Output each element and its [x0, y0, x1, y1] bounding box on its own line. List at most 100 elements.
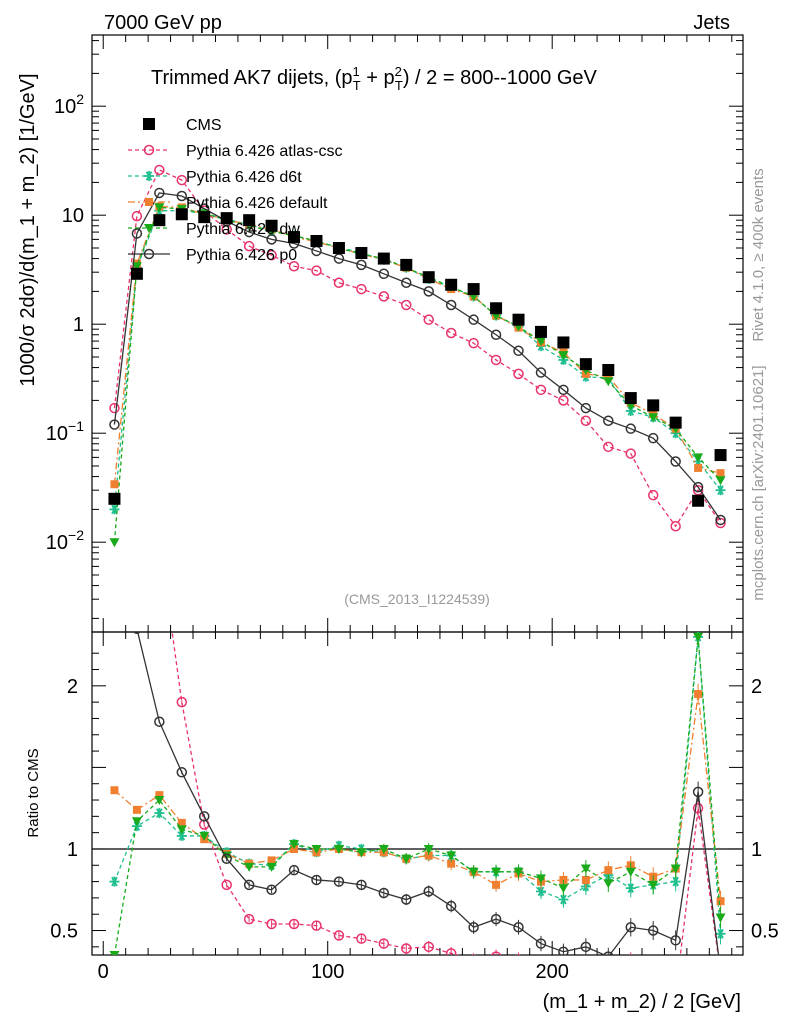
marker-square — [310, 234, 323, 247]
marker-circle — [445, 299, 457, 311]
data-point-p0 — [288, 864, 300, 876]
marker-square-small — [110, 786, 119, 795]
marker-circle — [243, 879, 255, 891]
data-point-default — [447, 859, 456, 868]
marker-circle — [154, 164, 165, 176]
legend-label: Pythia 6.426 default — [186, 195, 328, 212]
data-point-atlas_csc — [490, 354, 502, 366]
legend-entry-p0: Pythia 6.426 p0 — [128, 247, 297, 264]
data-point-dw — [154, 796, 165, 806]
data-point-p0 — [535, 367, 547, 378]
marker-circle — [716, 968, 725, 977]
marker-circle — [109, 419, 120, 430]
series-p0 — [109, 187, 726, 526]
title-sup-1: 1 — [353, 64, 360, 79]
marker-circle — [692, 802, 704, 814]
data-point-cms — [714, 449, 727, 462]
series-line-atlas_csc — [171, 632, 719, 955]
legend: CMS Pythia 6.426 atlas-csc Pythia 6.426 d6… — [128, 117, 343, 264]
marker-circle — [516, 954, 521, 955]
data-point-p0 — [221, 853, 232, 865]
data-point-p0 — [625, 423, 637, 434]
marker-triangle — [693, 632, 704, 642]
marker-square-small — [155, 791, 164, 800]
data-point-atlas_csc — [580, 415, 592, 427]
data-point-d6t — [625, 405, 636, 416]
data-point-p0 — [109, 419, 120, 430]
legend-label: Pythia 6.426 d6t — [186, 169, 302, 186]
data-point-dw — [131, 262, 142, 272]
x-tick-label: 0 — [98, 961, 109, 983]
marker-square-small — [267, 856, 276, 865]
data-point-default — [716, 469, 725, 478]
series-dw — [109, 632, 726, 955]
data-point-cms — [647, 399, 660, 412]
marker-circle — [603, 441, 614, 453]
marker-circle — [647, 432, 659, 444]
data-point-atlas_csc — [311, 920, 322, 931]
marker-circle — [378, 291, 390, 302]
marker-square-small — [177, 818, 186, 827]
marker-triangle — [670, 864, 681, 874]
marker-circle — [266, 918, 277, 930]
marker-circle — [401, 894, 412, 905]
marker-circle — [423, 941, 434, 953]
data-point-atlas_csc — [471, 954, 476, 955]
data-point-default — [581, 875, 590, 884]
data-point-p0 — [266, 884, 277, 895]
marker-circle — [692, 481, 704, 493]
marker-circle — [378, 887, 390, 899]
marker-circle — [356, 879, 367, 891]
data-point-dw — [535, 337, 546, 347]
marker-triangle — [535, 874, 546, 884]
marker-square — [669, 416, 682, 429]
marker-circle — [243, 226, 255, 238]
marker-circle — [581, 959, 590, 968]
data-point-dw — [311, 844, 322, 854]
marker-triangle — [154, 203, 165, 213]
marker-circle — [131, 210, 143, 222]
marker-square-small — [694, 463, 703, 472]
marker-triangle — [693, 453, 704, 463]
marker-circle — [445, 900, 457, 912]
rivet-version-label: Rivet 4.1.0, ≥ 400k events — [750, 168, 767, 341]
marker-triangle — [356, 848, 367, 858]
data-point-cms — [422, 271, 435, 284]
marker-circle — [692, 484, 704, 496]
series-d6t — [109, 632, 726, 945]
data-point-p0 — [154, 187, 165, 199]
data-point-cms — [534, 325, 547, 338]
data-point-atlas_csc — [626, 957, 635, 966]
marker-square — [422, 271, 435, 284]
data-point-atlas_csc — [423, 941, 434, 953]
data-point-cms — [512, 313, 525, 326]
data-point-dw — [154, 203, 165, 213]
y-tick-base: 10 — [46, 423, 68, 445]
data-point-atlas_csc — [176, 696, 188, 708]
series-atlas_csc — [109, 164, 726, 532]
data-point-atlas_csc — [445, 327, 457, 339]
marker-triangle — [131, 262, 142, 272]
data-point-atlas_csc — [692, 802, 704, 814]
marker-circle — [468, 314, 479, 325]
data-point-p0 — [625, 922, 637, 933]
data-point-d6t — [109, 504, 120, 515]
ratio-y-tick-label-right: 1 — [751, 839, 762, 861]
data-point-p0 — [490, 913, 502, 925]
data-point-p0 — [692, 481, 704, 493]
marker-circle — [558, 384, 569, 396]
marker-triangle — [109, 951, 120, 955]
series-default — [110, 202, 725, 489]
title-part-1: Trimmed AK7 dijets, (p — [151, 67, 353, 89]
marker-circle — [625, 922, 637, 933]
data-point-atlas_csc — [333, 930, 345, 941]
data-point-cms — [579, 358, 592, 371]
marker-triangle — [648, 413, 659, 423]
marker-triangle — [648, 880, 659, 890]
marker-square-small — [132, 805, 141, 814]
data-point-p0 — [176, 190, 188, 202]
marker-circle — [445, 948, 457, 955]
data-point-p0 — [154, 716, 165, 727]
marker-square — [220, 212, 233, 225]
y-tick-exponent: −2 — [68, 527, 84, 543]
